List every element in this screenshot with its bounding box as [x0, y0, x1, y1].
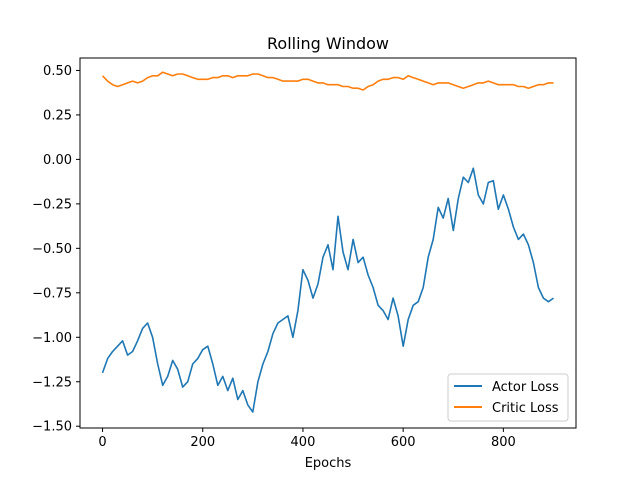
- y-tick-label: 0.25: [43, 108, 72, 123]
- y-tick-label: −0.25: [32, 197, 72, 212]
- series-line-critic-loss: [101, 71, 554, 91]
- legend-label-actor-loss: Actor Loss: [492, 380, 559, 395]
- series-line-actor-loss: [101, 167, 554, 413]
- x-tick-label: 200: [190, 435, 215, 450]
- y-tick-label: 0.50: [43, 64, 72, 79]
- chart-title: Rolling Window: [267, 34, 389, 53]
- y-tick-label: −0.75: [32, 286, 72, 301]
- legend: Actor Loss Critic Loss: [447, 373, 569, 422]
- y-tick-label: 0.00: [43, 153, 72, 168]
- y-tick-label: −1.00: [32, 331, 72, 346]
- series-layer: [101, 71, 554, 413]
- x-axis: 0 200 400 600 800: [98, 428, 516, 450]
- legend-label-critic-loss: Critic Loss: [492, 401, 559, 416]
- x-tick-label: 400: [291, 435, 316, 450]
- x-axis-label: Epochs: [305, 456, 352, 471]
- plot-frame: [79, 57, 577, 429]
- y-tick-label: −1.50: [32, 420, 72, 435]
- x-tick-label: 800: [491, 435, 516, 450]
- y-tick-label: −1.25: [32, 375, 72, 390]
- x-tick-label: 600: [391, 435, 416, 450]
- y-tick-label: −0.50: [32, 242, 72, 257]
- y-axis: −1.50 −1.25 −1.00 −0.75 −0.50 −0.25 0.00 0.25 0.…: [32, 64, 80, 435]
- x-tick-label: 0: [98, 435, 106, 450]
